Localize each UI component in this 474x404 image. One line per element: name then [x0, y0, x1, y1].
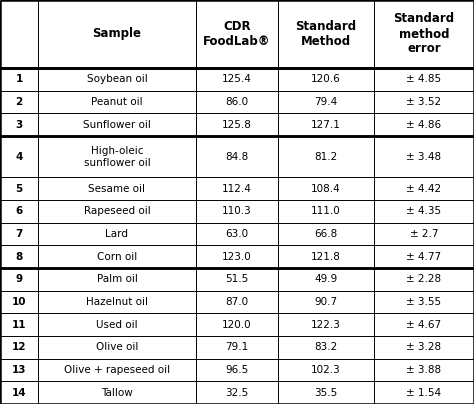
Text: 66.8: 66.8: [314, 229, 337, 239]
Text: 10: 10: [12, 297, 26, 307]
Text: 121.8: 121.8: [311, 252, 341, 262]
Text: 86.0: 86.0: [226, 97, 248, 107]
Text: ± 2.7: ± 2.7: [410, 229, 438, 239]
Text: Tallow: Tallow: [101, 388, 133, 398]
Text: Corn oil: Corn oil: [97, 252, 137, 262]
Text: Palm oil: Palm oil: [97, 274, 137, 284]
Text: ± 4.42: ± 4.42: [406, 184, 442, 194]
Text: 2: 2: [15, 97, 23, 107]
Text: 111.0: 111.0: [311, 206, 341, 217]
Text: 3: 3: [15, 120, 23, 130]
Text: 1: 1: [15, 74, 23, 84]
Text: CDR
FoodLab®: CDR FoodLab®: [203, 20, 271, 48]
Text: 125.4: 125.4: [222, 74, 252, 84]
Text: Sesame oil: Sesame oil: [89, 184, 146, 194]
Text: 123.0: 123.0: [222, 252, 252, 262]
Text: 112.4: 112.4: [222, 184, 252, 194]
Text: 13: 13: [12, 365, 26, 375]
Text: Standard
method
error: Standard method error: [393, 13, 455, 55]
Text: 108.4: 108.4: [311, 184, 341, 194]
Text: Rapeseed oil: Rapeseed oil: [83, 206, 150, 217]
Text: ± 3.52: ± 3.52: [406, 97, 442, 107]
Text: 87.0: 87.0: [226, 297, 248, 307]
Text: Sunflower oil: Sunflower oil: [83, 120, 151, 130]
Text: Hazelnut oil: Hazelnut oil: [86, 297, 148, 307]
Text: 127.1: 127.1: [311, 120, 341, 130]
Text: Used oil: Used oil: [96, 320, 138, 330]
Text: ± 4.86: ± 4.86: [406, 120, 442, 130]
Text: ± 3.48: ± 3.48: [406, 152, 442, 162]
Text: 90.7: 90.7: [314, 297, 337, 307]
Text: 32.5: 32.5: [225, 388, 249, 398]
Text: 8: 8: [15, 252, 23, 262]
Text: 6: 6: [15, 206, 23, 217]
Text: 125.8: 125.8: [222, 120, 252, 130]
Text: ± 2.28: ± 2.28: [406, 274, 442, 284]
Text: ± 4.35: ± 4.35: [406, 206, 442, 217]
Text: 120.6: 120.6: [311, 74, 341, 84]
Text: Olive + rapeseed oil: Olive + rapeseed oil: [64, 365, 170, 375]
Text: Lard: Lard: [106, 229, 128, 239]
Text: Olive oil: Olive oil: [96, 342, 138, 352]
Text: 81.2: 81.2: [314, 152, 337, 162]
Text: ± 3.55: ± 3.55: [406, 297, 442, 307]
Text: ± 4.67: ± 4.67: [406, 320, 442, 330]
Text: ± 3.88: ± 3.88: [406, 365, 442, 375]
Text: ± 4.85: ± 4.85: [406, 74, 442, 84]
Text: 14: 14: [12, 388, 27, 398]
Text: 4: 4: [15, 152, 23, 162]
Text: 63.0: 63.0: [226, 229, 248, 239]
Text: ± 3.28: ± 3.28: [406, 342, 442, 352]
Text: 49.9: 49.9: [314, 274, 337, 284]
Text: Sample: Sample: [92, 27, 142, 40]
Text: 96.5: 96.5: [225, 365, 249, 375]
Text: 102.3: 102.3: [311, 365, 341, 375]
Text: 11: 11: [12, 320, 26, 330]
Text: 35.5: 35.5: [314, 388, 337, 398]
Text: 79.1: 79.1: [225, 342, 249, 352]
Text: Standard
Method: Standard Method: [295, 20, 356, 48]
Text: High-oleic
sunflower oil: High-oleic sunflower oil: [83, 146, 150, 168]
Text: Soybean oil: Soybean oil: [87, 74, 147, 84]
Text: 79.4: 79.4: [314, 97, 337, 107]
Text: 9: 9: [16, 274, 23, 284]
Text: ± 1.54: ± 1.54: [406, 388, 442, 398]
Text: Peanut oil: Peanut oil: [91, 97, 143, 107]
Text: 110.3: 110.3: [222, 206, 252, 217]
Text: 84.8: 84.8: [225, 152, 249, 162]
Text: 83.2: 83.2: [314, 342, 337, 352]
Text: 5: 5: [15, 184, 23, 194]
Text: 51.5: 51.5: [225, 274, 249, 284]
Text: 7: 7: [15, 229, 23, 239]
Text: 122.3: 122.3: [311, 320, 341, 330]
Text: ± 4.77: ± 4.77: [406, 252, 442, 262]
Text: 120.0: 120.0: [222, 320, 252, 330]
Text: 12: 12: [12, 342, 26, 352]
